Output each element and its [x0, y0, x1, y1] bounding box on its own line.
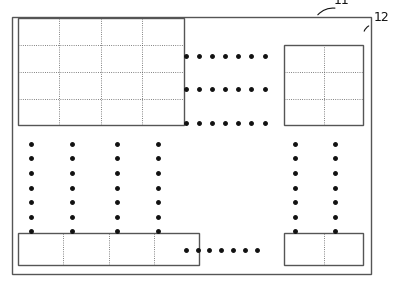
Text: 11: 11: [334, 0, 350, 7]
Bar: [284, 45, 363, 125]
Bar: [18, 233, 199, 265]
Bar: [18, 18, 184, 125]
Bar: [284, 233, 363, 265]
Text: 12: 12: [373, 11, 389, 24]
